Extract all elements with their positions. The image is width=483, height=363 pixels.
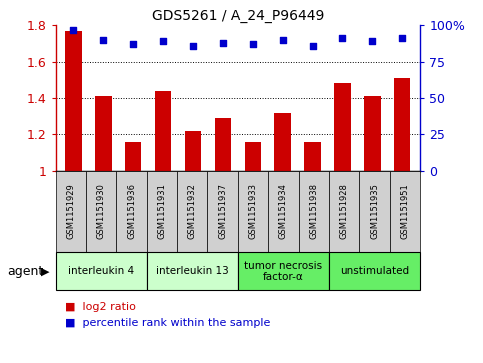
- Point: [398, 36, 406, 41]
- Text: unstimulated: unstimulated: [340, 266, 409, 276]
- Text: GSM1151934: GSM1151934: [279, 184, 288, 239]
- Text: ■  percentile rank within the sample: ■ percentile rank within the sample: [65, 318, 270, 328]
- Text: interleukin 4: interleukin 4: [68, 266, 134, 276]
- Bar: [244, 142, 261, 171]
- Title: GDS5261 / A_24_P96449: GDS5261 / A_24_P96449: [152, 9, 324, 23]
- Text: GSM1151928: GSM1151928: [340, 184, 349, 239]
- Bar: [304, 142, 321, 171]
- Point: [369, 38, 376, 44]
- Point: [339, 36, 346, 41]
- Text: GSM1151938: GSM1151938: [309, 183, 318, 240]
- Bar: [274, 113, 291, 171]
- Bar: [155, 91, 171, 171]
- Text: GSM1151935: GSM1151935: [370, 184, 379, 239]
- Text: GSM1151932: GSM1151932: [188, 184, 197, 239]
- Bar: [185, 131, 201, 171]
- Bar: [364, 96, 381, 171]
- Point: [249, 41, 256, 47]
- Text: interleukin 13: interleukin 13: [156, 266, 228, 276]
- Bar: [125, 142, 142, 171]
- Text: GSM1151937: GSM1151937: [218, 183, 227, 240]
- Point: [219, 40, 227, 46]
- Text: GSM1151936: GSM1151936: [127, 183, 136, 240]
- Bar: [65, 31, 82, 171]
- Text: GSM1151930: GSM1151930: [97, 184, 106, 239]
- Point: [70, 27, 77, 33]
- Text: GSM1151933: GSM1151933: [249, 183, 257, 240]
- Text: ■  log2 ratio: ■ log2 ratio: [65, 302, 136, 312]
- Text: agent: agent: [7, 265, 43, 278]
- Bar: [215, 118, 231, 171]
- Point: [129, 41, 137, 47]
- Point: [99, 37, 107, 43]
- Text: ▶: ▶: [41, 266, 50, 276]
- Point: [159, 38, 167, 44]
- Bar: [95, 96, 112, 171]
- Point: [279, 37, 286, 43]
- Text: tumor necrosis
factor-α: tumor necrosis factor-α: [244, 261, 323, 282]
- Text: GSM1151951: GSM1151951: [400, 184, 410, 239]
- Point: [309, 43, 316, 49]
- Text: GSM1151931: GSM1151931: [157, 184, 167, 239]
- Bar: [334, 83, 351, 171]
- Bar: [394, 78, 411, 171]
- Point: [189, 43, 197, 49]
- Text: GSM1151929: GSM1151929: [66, 184, 75, 239]
